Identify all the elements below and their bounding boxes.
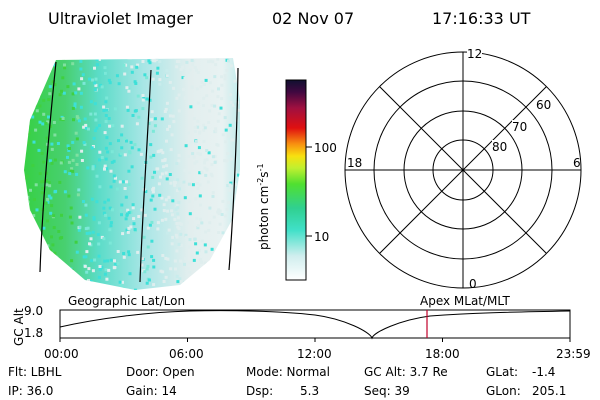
colorbar-tick-100: 100: [314, 141, 337, 155]
instrument-title: Ultraviolet Imager: [48, 9, 193, 28]
mlt-label-18: 18: [347, 156, 363, 170]
status-glat-label: GLat:: [486, 365, 519, 379]
status-gain: Gain: 14: [126, 384, 177, 398]
status-dsp-label: Dsp:: [246, 384, 274, 398]
timeline-ytick-max: 9.0: [24, 304, 44, 318]
lat-label-70: 70: [512, 120, 528, 134]
xtick-0600: 06:00: [169, 347, 204, 361]
status-door: Door: Open: [126, 365, 195, 379]
status-glat-value: -1.4: [532, 365, 556, 379]
timeline-left-label: Geographic Lat/Lon: [68, 294, 186, 308]
lat-label-80: 80: [492, 140, 508, 154]
colorbar-unit-label: photon cm-2s-1: [256, 163, 271, 250]
mlt-label-6: 6: [573, 156, 581, 170]
status-ip: IP: 36.0: [8, 384, 54, 398]
timeline-ytick-min: 1.8: [24, 326, 44, 340]
status-seq: Seq: 39: [364, 384, 410, 398]
observation-time: 17:16:33 UT: [432, 9, 531, 28]
xtick-0000: 00:00: [44, 347, 79, 361]
unit-s-exponent: -1: [256, 163, 265, 172]
lat-label-60: 60: [536, 98, 552, 112]
status-mode: Mode: Normal: [246, 365, 330, 379]
mlt-label-0: 0: [469, 277, 477, 291]
unit-photon-cm: photon cm: [257, 185, 271, 250]
status-gc-alt: GC Alt: 3.7 Re: [364, 365, 448, 379]
xtick-1800: 18:00: [425, 347, 460, 361]
xtick-1200: 12:00: [297, 347, 332, 361]
observation-date: 02 Nov 07: [272, 9, 355, 28]
mlt-label-12: 12: [467, 47, 483, 61]
unit-cm-exponent: -2: [256, 177, 265, 186]
status-glon-value: 205.1: [532, 384, 567, 398]
timeline-right-label: Apex MLat/MLT: [420, 294, 510, 308]
xtick-2359: 23:59: [556, 347, 591, 361]
status-filter: Flt: LBHL: [8, 365, 62, 379]
status-dsp-value: 5.3: [300, 384, 320, 398]
colorbar-tick-10: 10: [314, 230, 330, 244]
unit-s: s: [257, 171, 271, 178]
status-glon-label: GLon:: [486, 384, 521, 398]
